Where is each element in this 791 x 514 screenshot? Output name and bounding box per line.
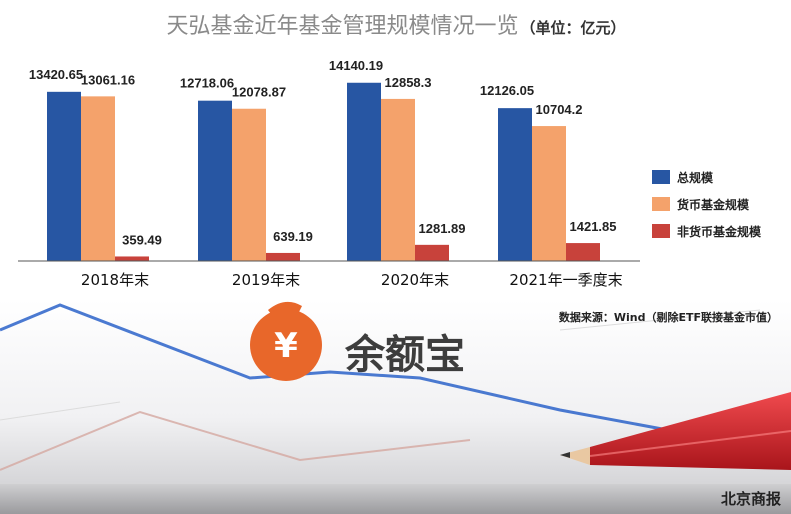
deco-line-blue bbox=[0, 303, 701, 438]
value-label: 13420.65 bbox=[29, 67, 83, 82]
yen-symbol: ¥ bbox=[274, 326, 298, 366]
deco-gridline bbox=[0, 401, 121, 421]
bar-total bbox=[47, 91, 81, 261]
legend-swatch bbox=[652, 197, 670, 211]
bar-non-monetary bbox=[415, 244, 449, 261]
photo-backdrop bbox=[0, 300, 791, 514]
value-label: 13061.16 bbox=[81, 72, 135, 87]
brand-name: 北京商报 bbox=[721, 490, 781, 508]
red-pencil bbox=[560, 392, 791, 470]
title-unit: （单位：亿元） bbox=[521, 19, 626, 37]
category-label: 2018年末 bbox=[81, 271, 149, 289]
value-label: 12718.06 bbox=[180, 76, 234, 91]
value-label: 12126.05 bbox=[480, 83, 534, 98]
logo-text: 余额宝 bbox=[344, 332, 465, 378]
yuebao-logo: ¥ 余额宝 bbox=[250, 301, 465, 381]
value-label: 1421.85 bbox=[570, 219, 617, 234]
deco-line-pink bbox=[0, 410, 471, 471]
legend-label: 货币基金规模 bbox=[677, 197, 750, 212]
category-label: 2019年末 bbox=[232, 271, 300, 289]
bar-non-monetary bbox=[115, 256, 149, 261]
bar-non-monetary bbox=[266, 252, 300, 261]
value-label: 14140.19 bbox=[329, 58, 383, 73]
bar-non-monetary bbox=[566, 243, 600, 261]
pencil-lead bbox=[560, 452, 570, 458]
value-label: 10704.2 bbox=[536, 102, 583, 117]
logo-circle bbox=[250, 309, 322, 381]
deco-gridline bbox=[559, 309, 761, 331]
legend-label: 总规模 bbox=[677, 170, 714, 185]
value-label: 12078.87 bbox=[232, 85, 286, 100]
bars-layer bbox=[47, 82, 600, 262]
title-main: 天弘基金近年基金管理规模情况一览 bbox=[166, 14, 518, 39]
bar-monetary bbox=[232, 108, 266, 261]
value-label: 359.49 bbox=[122, 232, 162, 247]
pencil-tip-wood bbox=[560, 447, 590, 465]
bar-monetary bbox=[81, 96, 115, 261]
legend-swatch bbox=[652, 170, 670, 184]
legend-label: 非货币基金规模 bbox=[677, 224, 762, 239]
brand-bar bbox=[0, 484, 791, 514]
category-labels-layer: 2018年末 2019年末 2020年末 2021年一季度末 bbox=[81, 271, 623, 289]
value-label: 1281.89 bbox=[419, 221, 466, 236]
source-note: 数据来源：Wind（剔除ETF联接基金市值） bbox=[559, 310, 778, 324]
bar-total bbox=[347, 82, 381, 262]
bar-monetary bbox=[381, 98, 415, 261]
bar-total bbox=[198, 100, 232, 262]
category-label: 2020年末 bbox=[381, 271, 449, 289]
bar-monetary bbox=[532, 126, 566, 261]
value-label: 639.19 bbox=[273, 229, 313, 244]
pencil-highlight bbox=[589, 430, 791, 457]
chart-title: 天弘基金近年基金管理规模情况一览 （单位：亿元） bbox=[166, 14, 625, 39]
bar-total bbox=[498, 108, 532, 261]
value-label: 12858.3 bbox=[385, 75, 432, 90]
background-photo: ¥ 余额宝 bbox=[0, 300, 791, 514]
category-label: 2021年一季度末 bbox=[509, 271, 622, 289]
legend-swatch bbox=[652, 224, 670, 238]
